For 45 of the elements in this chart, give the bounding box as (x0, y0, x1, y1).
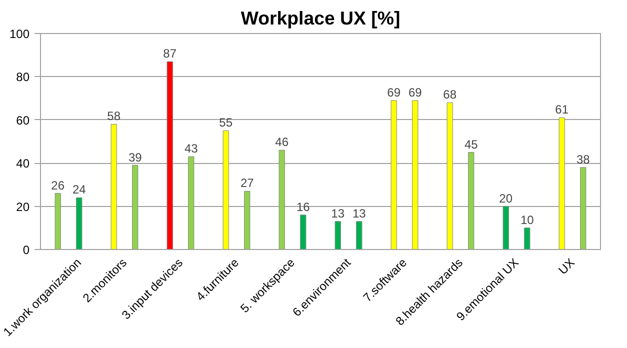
y-tick-label: 40 (16, 156, 30, 171)
bar (188, 156, 194, 250)
y-tick-label: 60 (16, 113, 30, 128)
data-label: 61 (555, 102, 569, 117)
data-label: 13 (331, 206, 345, 220)
data-label: 24 (72, 182, 86, 197)
data-label: 45 (464, 137, 478, 152)
data-label: 16 (296, 200, 310, 214)
data-label: 55 (219, 116, 233, 130)
y-tick-label: 80 (16, 70, 30, 84)
bar (468, 152, 474, 250)
bar (502, 206, 509, 250)
data-label: 69 (387, 85, 401, 100)
data-label: 10 (520, 212, 534, 227)
bar (390, 100, 397, 250)
data-label: 39 (128, 150, 142, 164)
bar (166, 61, 173, 250)
data-label: 43 (184, 142, 198, 156)
data-label: 38 (576, 152, 590, 166)
y-tick-label: 100 (9, 27, 30, 41)
bar (132, 165, 138, 250)
bar (524, 228, 530, 250)
y-tick-label: 20 (16, 200, 30, 214)
data-label: 68 (443, 88, 457, 102)
bar (110, 124, 117, 250)
y-tick-label: 0 (22, 243, 30, 257)
data-label: 27 (240, 176, 254, 190)
data-label: 87 (163, 46, 177, 61)
data-label: 13 (352, 206, 366, 220)
bar (76, 197, 82, 250)
data-label: 26 (51, 178, 65, 192)
chart-title: Workplace UX [%] (240, 8, 400, 28)
bar (222, 130, 229, 250)
bar (300, 214, 306, 250)
bar (558, 117, 565, 250)
bar (356, 221, 362, 250)
data-label: 46 (275, 135, 289, 150)
data-label: 58 (107, 109, 121, 124)
bar (446, 102, 453, 250)
bar (244, 190, 250, 250)
x-tick-label: UX (556, 256, 578, 278)
data-label: 69 (408, 85, 422, 100)
bar (580, 167, 586, 250)
data-label: 20 (499, 191, 513, 206)
bar (334, 221, 341, 250)
